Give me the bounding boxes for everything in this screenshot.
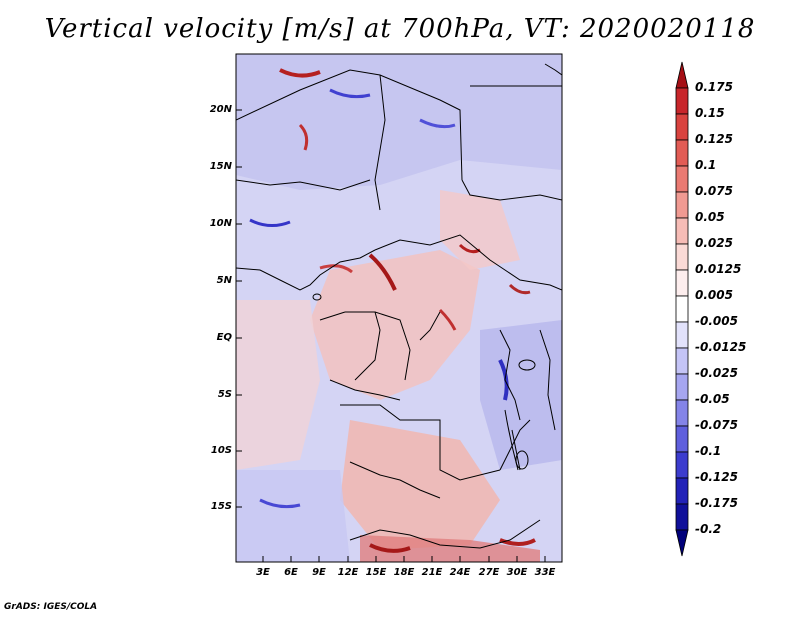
lat-label: 15N: [209, 161, 232, 172]
lon-label: 27E: [478, 567, 500, 578]
lat-label: 5N: [216, 275, 232, 286]
colorbar-label: 0.125: [695, 132, 733, 146]
lat-label: 10S: [210, 445, 232, 456]
colorbar-swatch: [675, 243, 689, 271]
colorbar-label: 0.05: [695, 210, 725, 224]
colorbar-label: -0.025: [695, 366, 738, 380]
colorbar-label: 0.175: [695, 80, 733, 94]
colorbar-label: -0.2: [695, 522, 722, 536]
colorbar-label: 0.0125: [695, 262, 742, 276]
lon-label: 6E: [284, 567, 298, 578]
colorbar-label: -0.0125: [695, 340, 747, 354]
credit-text: GrADS: IGES/COLA: [4, 602, 98, 612]
colorbar-swatch: [675, 165, 689, 193]
colorbar-label: 0.005: [695, 288, 733, 302]
colorbar-swatch: [675, 113, 689, 141]
colorbar-label: -0.005: [695, 314, 738, 328]
colorbar-swatch: [675, 503, 689, 531]
colorbar-swatch: [675, 61, 689, 89]
colorbar-swatch: [675, 399, 689, 427]
lon-label: 3E: [256, 567, 270, 578]
colorbar-label: -0.175: [695, 496, 738, 510]
colorbar-label: -0.1: [695, 444, 722, 458]
lon-label: 9E: [312, 567, 326, 578]
lat-label: EQ: [216, 332, 232, 343]
lat-label: 10N: [209, 218, 232, 229]
country-borders: [236, 63, 562, 549]
axis-ticks: [236, 109, 546, 562]
lat-label: 5S: [217, 389, 232, 400]
lon-label: 15E: [365, 567, 387, 578]
lon-label: 21E: [421, 567, 443, 578]
colorbar-label: 0.15: [695, 106, 725, 120]
lon-label: 18E: [393, 567, 415, 578]
colorbar-swatch: [675, 139, 689, 167]
lon-label: 33E: [534, 567, 556, 578]
colorbar-label: 0.1: [695, 158, 717, 172]
colorbar-swatch: [675, 425, 689, 453]
page-title: Vertical velocity [m/s] at 700hPa, VT: 2…: [44, 14, 756, 44]
colorbar-label: -0.075: [695, 418, 738, 432]
velocity-field: [236, 54, 562, 562]
map-frame: [235, 53, 563, 563]
lat-label: 15S: [210, 501, 232, 512]
colorbar-label: 0.075: [695, 184, 733, 198]
colorbar-label: 0.025: [695, 236, 733, 250]
colorbar-swatch: [675, 321, 689, 349]
lat-label: 20N: [209, 104, 232, 115]
colorbar-swatch: [675, 347, 689, 375]
lon-label: 24E: [449, 567, 471, 578]
lon-label: 12E: [337, 567, 359, 578]
colorbar-swatch: [675, 217, 689, 245]
colorbar-swatch: [675, 477, 689, 505]
colorbar-swatch: [675, 87, 689, 115]
colorbar: [675, 61, 689, 557]
colorbar-swatch: [675, 269, 689, 297]
colorbar-swatch: [675, 295, 689, 323]
colorbar-swatch: [675, 451, 689, 479]
colorbar-swatch: [675, 529, 689, 557]
lake-outlines: [312, 293, 536, 471]
lon-label: 30E: [506, 567, 528, 578]
colorbar-label: -0.125: [695, 470, 738, 484]
colorbar-swatch: [675, 373, 689, 401]
colorbar-label: -0.05: [695, 392, 730, 406]
colorbar-swatch: [675, 191, 689, 219]
